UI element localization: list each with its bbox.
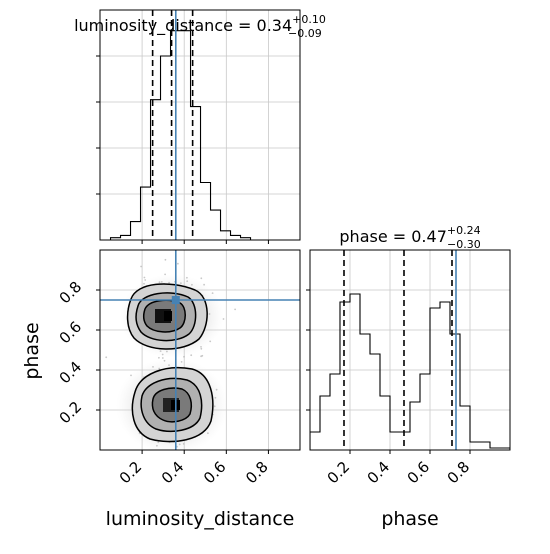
scatter-point xyxy=(191,283,193,286)
x-axis-label: luminosity_distance xyxy=(106,508,295,530)
scatter-point xyxy=(177,262,179,265)
y-tick-label: 0.6 xyxy=(56,318,86,348)
scatter-point xyxy=(207,432,209,435)
scatter-point xyxy=(158,367,161,370)
axes-frame xyxy=(99,249,301,451)
scatter-point xyxy=(200,347,203,350)
panel-title-sub: −0.30 xyxy=(447,238,481,251)
contour-peak-upper-b xyxy=(164,311,172,321)
scatter-point xyxy=(156,444,158,447)
quantile-lines xyxy=(151,10,194,240)
scatter-point xyxy=(143,282,145,285)
scatter-point xyxy=(152,366,154,368)
y-axis-label: phase xyxy=(21,322,43,379)
panel-title: phase = 0.47+0.24 xyxy=(339,224,480,246)
scatter-point xyxy=(180,361,183,363)
scatter-point xyxy=(222,318,225,320)
y-ticks xyxy=(306,289,310,411)
x-tick-label: 0.2 xyxy=(324,458,354,488)
scatter-point xyxy=(105,356,108,359)
scatter-point xyxy=(186,276,188,279)
scatter-point xyxy=(183,355,185,358)
scatter-point xyxy=(164,258,167,261)
scatter-point xyxy=(203,283,206,286)
x-tick-label: 0.6 xyxy=(200,458,230,488)
scatter-point xyxy=(157,441,160,444)
scatter-point xyxy=(168,281,171,284)
scatter-point xyxy=(130,374,132,377)
scatter-point xyxy=(182,443,185,445)
scatter-point xyxy=(143,276,146,279)
y-tick-label: 0.4 xyxy=(56,358,86,388)
y-tick-label: 0.2 xyxy=(56,398,86,428)
scatter-point xyxy=(158,356,160,359)
y-ticks xyxy=(96,55,100,195)
scatter-point xyxy=(178,443,181,446)
scatter-point xyxy=(214,396,217,399)
scatter-point xyxy=(160,281,163,283)
scatter-point xyxy=(190,354,193,357)
quantile-lines xyxy=(343,250,453,450)
x-tick-label: 0.8 xyxy=(242,458,272,488)
x-tick-label: 0.4 xyxy=(364,458,394,488)
x-axis-label: phase xyxy=(381,508,438,530)
scatter-point xyxy=(163,359,166,362)
scatter-point xyxy=(201,354,204,357)
scatter-point xyxy=(197,451,199,453)
scatter-point xyxy=(208,313,211,315)
scatter-point xyxy=(215,388,218,391)
scatter-point xyxy=(168,364,170,366)
x-tick-label: 0.8 xyxy=(444,458,474,488)
scatter-point xyxy=(186,280,189,283)
scatter-point xyxy=(211,292,214,294)
x-ticks: 0.2 0.4 0.6 0.8 xyxy=(324,450,474,488)
scatter-point xyxy=(161,353,164,356)
scatter-point xyxy=(159,350,162,352)
y-ticks: 0.2 0.4 0.6 0.8 xyxy=(56,278,100,428)
panel-title-sub: −0.09 xyxy=(288,27,322,40)
x-ticks xyxy=(141,240,269,244)
x-ticks: 0.2 0.4 0.6 0.8 xyxy=(116,450,272,487)
histogram-phase xyxy=(310,293,510,450)
scatter-point xyxy=(213,405,216,408)
panel-contour: 0.2 0.4 0.6 0.8 0.2 0.4 0.6 0.8 luminosity_dis… xyxy=(21,249,301,530)
x-tick-label: 0.2 xyxy=(116,458,146,488)
scatter-point xyxy=(166,350,168,353)
panel-title: luminosity_distance = 0.34+0.10 xyxy=(74,13,326,36)
axes-frame xyxy=(309,249,511,451)
scatter-point xyxy=(164,273,167,276)
scatter-point xyxy=(161,357,164,359)
axes-frame xyxy=(99,9,301,241)
histogram-luminosity xyxy=(109,30,261,240)
y-tick-label: 0.8 xyxy=(56,278,86,308)
panel-luminosity-marginal: luminosity_distance = 0.34+0.10 −0.09 xyxy=(74,9,326,244)
panel-phase-marginal: 0.2 0.4 0.6 0.8 phase = 0.47+0.24 −0.30 pha… xyxy=(306,224,511,530)
truth-marker xyxy=(171,296,180,304)
x-tick-label: 0.4 xyxy=(158,458,188,488)
scatter-point xyxy=(200,277,203,280)
scatter-point xyxy=(209,340,212,343)
scatter-point xyxy=(158,281,161,284)
scatter-point xyxy=(140,265,143,268)
scatter-point xyxy=(234,308,237,311)
x-tick-label: 0.6 xyxy=(404,458,434,488)
scatter-point xyxy=(180,282,182,284)
scatter-point xyxy=(200,346,202,348)
scatter-point xyxy=(144,279,147,281)
